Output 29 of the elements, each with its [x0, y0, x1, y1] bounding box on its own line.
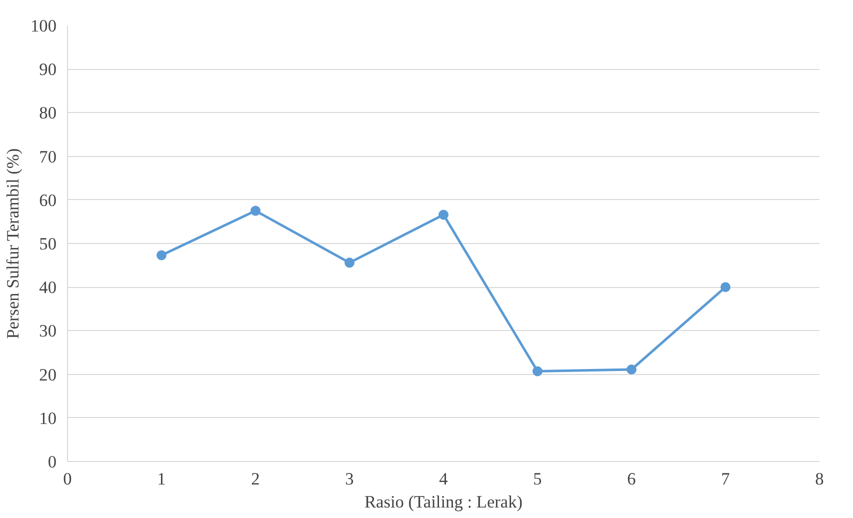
- y-tick-label: 80: [39, 104, 56, 123]
- x-tick-label: 5: [533, 470, 542, 488]
- x-tick-label: 7: [721, 470, 730, 488]
- point: [626, 364, 636, 374]
- x-tick-label: 4: [439, 470, 448, 488]
- point: [438, 210, 448, 220]
- x-tick-label: 1: [157, 470, 166, 488]
- y-tick-label: 10: [39, 408, 56, 428]
- y-tick-label: 30: [39, 322, 56, 341]
- y-tick-label: 100: [30, 16, 57, 36]
- y-tick-label: 40: [39, 278, 56, 298]
- y-tick-label: 90: [39, 60, 56, 80]
- x-tick-label: 0: [63, 470, 72, 488]
- point: [344, 258, 354, 268]
- y-axis-title: Persen Sulfur Terambil (%): [4, 148, 23, 339]
- point: [720, 282, 730, 292]
- y-tick-label: 70: [39, 147, 56, 166]
- x-tick-label: 8: [815, 470, 824, 488]
- y-tick-label: 0: [48, 452, 57, 472]
- x-tick-label: 2: [251, 470, 260, 488]
- point: [250, 206, 260, 216]
- y-tick-label: 20: [39, 365, 56, 384]
- x-tick-label: 6: [627, 470, 636, 488]
- x-tick-label: 3: [345, 470, 354, 488]
- point: [156, 250, 166, 260]
- y-tick-label: 50: [39, 234, 56, 254]
- y-tick-label: 60: [39, 190, 56, 210]
- point: [532, 366, 542, 376]
- x-axis-title: Rasio (Tailing : Lerak): [364, 492, 523, 512]
